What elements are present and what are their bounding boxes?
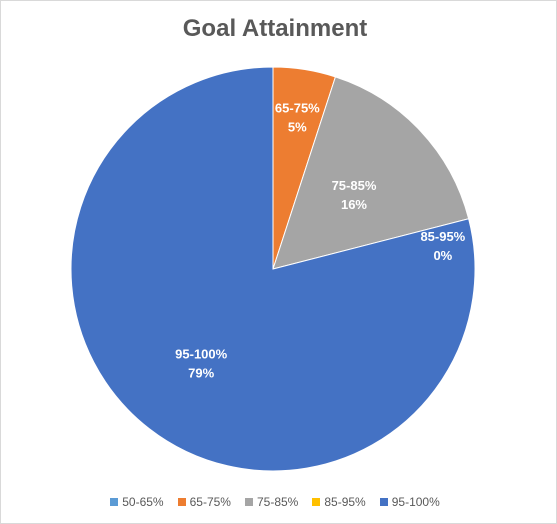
chart-title: Goal Attainment — [182, 15, 368, 42]
legend-label: 65-75% — [189, 495, 231, 509]
legend-swatch — [244, 498, 253, 506]
data-label-category: 85-95% — [420, 229, 465, 244]
legend-label: 95-100% — [391, 495, 440, 509]
legend-item-85-95%: 85-95% — [312, 495, 366, 509]
legend-label: 50-65% — [122, 495, 164, 509]
legend-swatch — [110, 498, 119, 506]
data-label-95-100%: 95-100% 79% — [175, 347, 227, 381]
data-label-category: 95-100% — [175, 347, 227, 362]
data-label-65-75%: 65-75% 5% — [275, 100, 320, 134]
data-label-85-95%: 85-95% 0% — [420, 229, 465, 263]
legend-swatch — [312, 498, 321, 506]
legend-item-75-85%: 75-85% — [244, 495, 299, 509]
data-label-75-85%: 75-85% 16% — [332, 178, 377, 212]
pie-slice-75-85% — [272, 76, 470, 270]
data-label-percent: 16% — [341, 197, 367, 212]
legend-swatch — [379, 498, 388, 506]
legend-label: 75-85% — [256, 495, 299, 509]
legend: 50-65% 65-75% 75-85% 85-95% 95-100% — [1, 495, 549, 509]
data-label-percent: 0% — [433, 248, 452, 263]
data-label-category: 65-75% — [275, 100, 320, 115]
legend-label: 85-95% — [324, 495, 366, 509]
data-label-category: 75-85% — [332, 178, 377, 193]
legend-item-50-65%: 50-65% — [110, 495, 164, 509]
pie-slice-95-100% — [70, 66, 476, 472]
legend-item-65-75%: 65-75% — [177, 495, 231, 509]
data-label-percent: 5% — [288, 119, 307, 134]
data-label-percent: 79% — [188, 366, 214, 381]
legend-swatch — [177, 498, 186, 506]
legend-item-95-100%: 95-100% — [379, 495, 440, 509]
pie-plot: 65-75% 5% 75-85% 16% 85-95% 0% 95-100% 79% — [70, 66, 476, 472]
